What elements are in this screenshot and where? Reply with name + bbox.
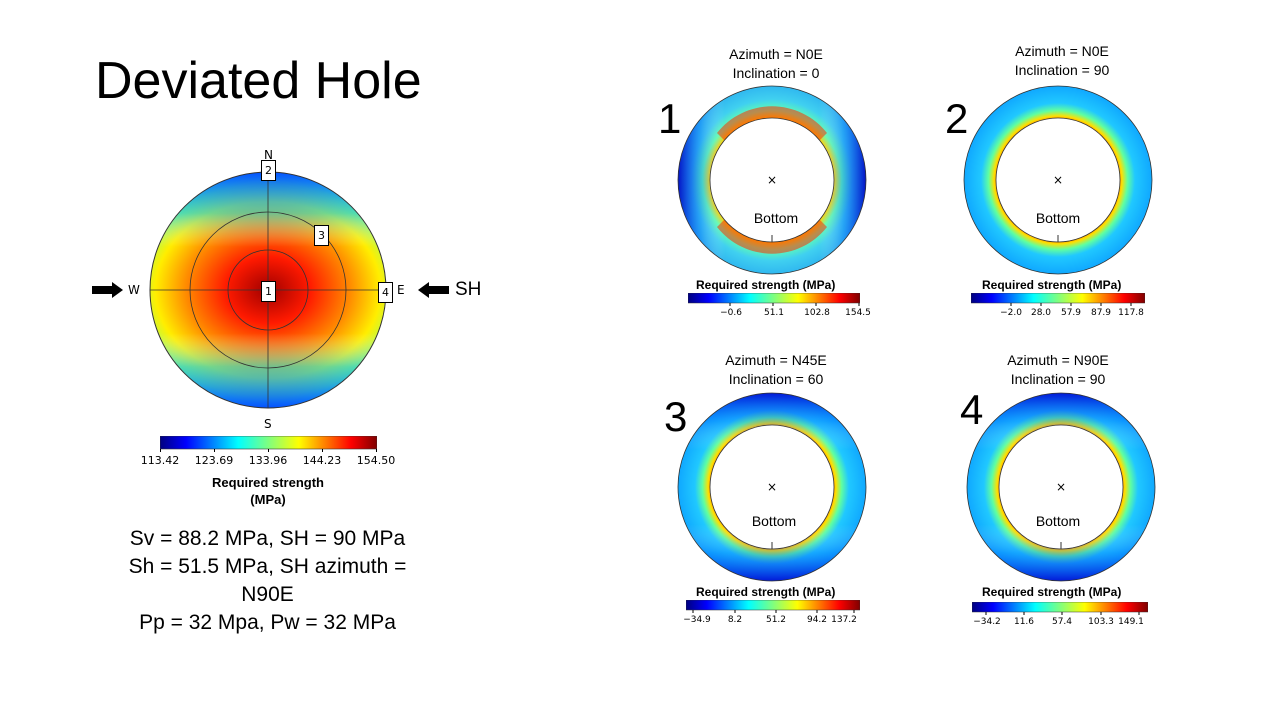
panel-1-azimuth: Azimuth = N0E bbox=[729, 46, 823, 62]
left-arrow-icon bbox=[418, 282, 449, 298]
slide-title: Deviated Hole bbox=[95, 52, 422, 110]
panel-1-ring: × bbox=[677, 85, 867, 275]
panel-3-tick: −34.9 bbox=[683, 615, 711, 625]
panel-1-inclination: Inclination = 0 bbox=[732, 65, 820, 81]
panel-2-azimuth: Azimuth = N0E bbox=[1015, 43, 1109, 59]
panel-3-ring: × bbox=[677, 392, 867, 582]
param-line-4: Pp = 32 Mpa, Pw = 32 MPa bbox=[139, 611, 396, 634]
panel-1-center-mark: × bbox=[767, 173, 777, 187]
panel-4-tick: 103.3 bbox=[1088, 617, 1114, 627]
panel-4-ring: × bbox=[966, 392, 1156, 582]
panel-4-inclination: Inclination = 90 bbox=[1010, 371, 1106, 387]
panel-1-colorbar bbox=[688, 293, 860, 306]
stereonet-colorbar-tick: 144.23 bbox=[302, 454, 342, 467]
panel-3-colorbar-title: Required strength (MPa) bbox=[696, 585, 836, 599]
panel-2-tick: 28.0 bbox=[1030, 308, 1052, 318]
panel-3-bottom-label: Bottom bbox=[751, 513, 797, 529]
stereonet-marker-2: 2 bbox=[261, 160, 276, 181]
panel-2-tick: −2.0 bbox=[1000, 308, 1022, 318]
panel-2-bottom-label: Bottom bbox=[1035, 210, 1081, 226]
panel-4-azimuth: Azimuth = N90E bbox=[1007, 352, 1109, 368]
panel-2-colorbar bbox=[971, 293, 1145, 306]
panel-2-tick: 87.9 bbox=[1090, 308, 1112, 318]
panel-1-tick: 102.8 bbox=[804, 308, 830, 318]
sh-label: SH bbox=[455, 279, 482, 300]
stereonet-marker-1: 1 bbox=[261, 281, 276, 302]
compass-e-label: E bbox=[397, 283, 405, 297]
panel-3-inclination: Inclination = 60 bbox=[728, 371, 824, 387]
panel-3-number: 3 bbox=[664, 393, 688, 440]
compass-n-label: N bbox=[264, 148, 273, 162]
compass-s-label: S bbox=[264, 417, 272, 431]
stereonet-marker-3: 3 bbox=[314, 225, 329, 246]
panel-3-tick: 94.2 bbox=[806, 615, 828, 625]
panel-3-tick: 51.2 bbox=[765, 615, 787, 625]
panel-4-colorbar-title: Required strength (MPa) bbox=[982, 585, 1122, 599]
panel-1-colorbar-title: Required strength (MPa) bbox=[696, 278, 836, 292]
panel-1-tick: −0.6 bbox=[720, 308, 742, 318]
panel-3-azimuth: Azimuth = N45E bbox=[725, 352, 827, 368]
panel-1-number: 1 bbox=[658, 95, 682, 142]
panel-2-inclination: Inclination = 90 bbox=[1014, 62, 1110, 78]
panel-4-bottom-label: Bottom bbox=[1035, 513, 1081, 529]
panel-2-tick: 57.9 bbox=[1060, 308, 1082, 318]
panel-4-tick: 57.4 bbox=[1051, 617, 1073, 627]
panel-2-colorbar-title: Required strength (MPa) bbox=[982, 278, 1122, 292]
stereonet-colorbar-tick: 113.42 bbox=[140, 454, 180, 467]
panel-3-colorbar bbox=[686, 600, 860, 613]
panel-4-center-mark: × bbox=[1056, 480, 1066, 494]
panel-4-tick: 11.6 bbox=[1013, 617, 1035, 627]
panel-4-colorbar bbox=[972, 602, 1148, 615]
stereonet-colorbar-tick: 133.96 bbox=[248, 454, 288, 467]
stress-parameters: Sv = 88.2 MPa, SH = 90 MPa Sh = 51.5 MPa… bbox=[100, 525, 435, 637]
panel-4-number: 4 bbox=[960, 386, 984, 433]
stereonet-marker-4: 4 bbox=[378, 282, 393, 303]
panel-3-center-mark: × bbox=[767, 480, 777, 494]
panel-4-header: Azimuth = N90E Inclination = 90 bbox=[958, 351, 1158, 389]
panel-1-tick: 51.1 bbox=[763, 308, 785, 318]
right-arrow-icon bbox=[92, 282, 123, 298]
panel-4-tick: −34.2 bbox=[973, 617, 1001, 627]
compass-w-label: W bbox=[128, 283, 140, 297]
panel-3-header: Azimuth = N45E Inclination = 60 bbox=[676, 351, 876, 389]
panel-2-ring: × bbox=[963, 85, 1153, 275]
stereonet-colorbar-tick: 154.50 bbox=[356, 454, 396, 467]
stereonet-colorbar-title-line2: (MPa) bbox=[250, 492, 286, 507]
panel-2-number: 2 bbox=[945, 95, 969, 142]
panel-1-bottom-label: Bottom bbox=[753, 210, 799, 226]
param-line-3: N90E bbox=[241, 583, 294, 606]
param-line-1: Sv = 88.2 MPa, SH = 90 MPa bbox=[129, 527, 406, 550]
stereonet-colorbar-title-line1: Required strength bbox=[212, 475, 324, 490]
panel-4-tick: 149.1 bbox=[1118, 617, 1144, 627]
panel-3-tick: 137.2 bbox=[831, 615, 857, 625]
panel-2-tick: 117.8 bbox=[1118, 308, 1144, 318]
panel-1-tick: 154.5 bbox=[845, 308, 871, 318]
panel-3-tick: 8.2 bbox=[727, 615, 743, 625]
param-line-2: Sh = 51.5 MPa, SH azimuth = bbox=[128, 555, 407, 578]
stereonet-colorbar bbox=[160, 436, 377, 452]
panel-2-header: Azimuth = N0E Inclination = 90 bbox=[962, 42, 1162, 80]
stereonet-colorbar-tick: 123.69 bbox=[194, 454, 234, 467]
stereonet-colorbar-title: Required strength (MPa) bbox=[148, 474, 388, 508]
panel-2-center-mark: × bbox=[1053, 173, 1063, 187]
panel-1-header: Azimuth = N0E Inclination = 0 bbox=[676, 45, 876, 83]
